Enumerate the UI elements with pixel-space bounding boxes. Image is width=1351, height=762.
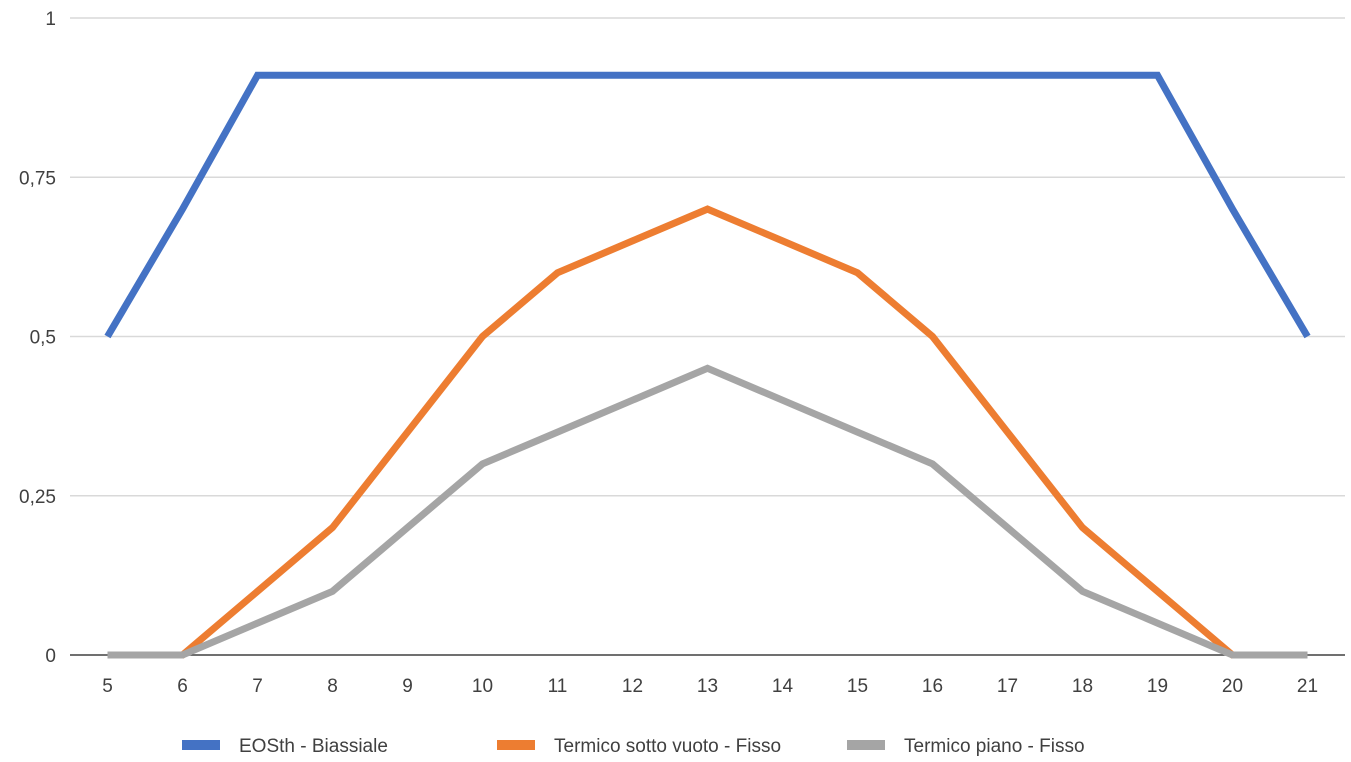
legend-swatch xyxy=(182,740,220,750)
x-tick-label: 11 xyxy=(548,676,568,697)
y-tick-label: 0 xyxy=(45,646,56,667)
y-tick-label: 0,25 xyxy=(19,487,56,508)
x-tick-label: 13 xyxy=(697,676,718,697)
x-tick-label: 16 xyxy=(922,676,943,697)
series-line-1 xyxy=(104,71,1311,339)
x-tick-label: 9 xyxy=(402,676,413,697)
x-tick-label: 8 xyxy=(327,676,338,697)
legend-label: Termico piano - Fisso xyxy=(904,736,1085,757)
series-line-2 xyxy=(107,205,1308,659)
legend-swatch xyxy=(497,740,535,750)
series-line-3 xyxy=(107,364,1308,659)
x-tick-label: 19 xyxy=(1147,676,1168,697)
legend-label: EOSth - Biassiale xyxy=(239,736,388,757)
x-tick-label: 10 xyxy=(472,676,493,697)
x-tick-label: 5 xyxy=(102,676,113,697)
legend: EOSth - Biassiale Termico sotto vuoto - F… xyxy=(182,736,1085,757)
x-tick-label: 15 xyxy=(847,676,868,697)
y-tick-label: 1 xyxy=(45,9,56,30)
y-tick-label: 0,5 xyxy=(30,328,56,349)
x-axis-ticks: 5 6 7 8 9 10 11 12 13 14 15 16 17 18 19 20 21 xyxy=(102,676,1318,697)
y-axis-ticks: 0 0,25 0,5 0,75 1 xyxy=(19,9,56,667)
legend-swatch xyxy=(847,740,885,750)
x-tick-label: 6 xyxy=(177,676,188,697)
x-tick-label: 18 xyxy=(1072,676,1093,697)
x-tick-label: 21 xyxy=(1297,676,1318,697)
x-tick-label: 14 xyxy=(772,676,794,697)
y-tick-label: 0,75 xyxy=(19,168,56,189)
x-tick-label: 7 xyxy=(252,676,263,697)
x-tick-label: 20 xyxy=(1222,676,1243,697)
gridlines xyxy=(70,17,1345,497)
legend-label: Termico sotto vuoto - Fisso xyxy=(554,736,781,757)
series-lines xyxy=(104,71,1311,659)
x-tick-label: 12 xyxy=(622,676,643,697)
x-tick-label: 17 xyxy=(997,676,1018,697)
